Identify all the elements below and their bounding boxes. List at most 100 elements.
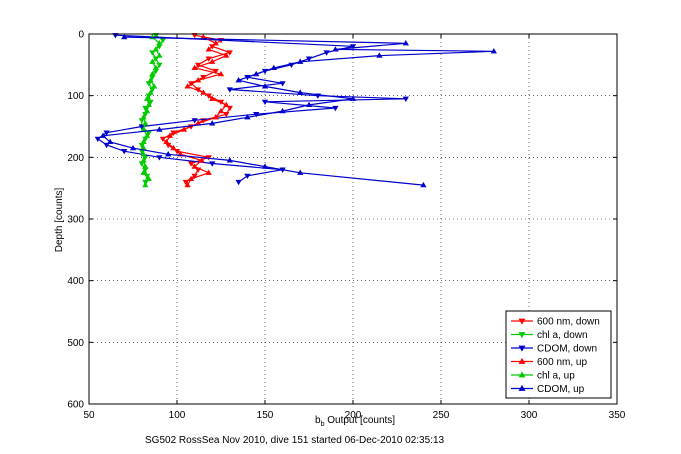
data-point <box>223 52 230 58</box>
data-point <box>420 181 427 188</box>
y-tick-label: 400 <box>67 276 84 287</box>
data-point <box>261 83 269 89</box>
data-point <box>165 151 172 157</box>
data-point <box>305 101 313 108</box>
data-point <box>191 33 198 39</box>
data-point <box>226 50 233 56</box>
data-point <box>191 118 198 124</box>
data-point <box>349 95 357 101</box>
legend-marker <box>518 332 526 339</box>
legend: 600 nm, down chl a, down CDOM, down 600 nm,… <box>505 310 612 399</box>
data-point <box>140 151 147 157</box>
data-point <box>184 181 191 188</box>
footer-caption: SG502 RossSea Nov 2010, dive 151 started… <box>145 435 445 446</box>
legend-marker <box>518 345 526 352</box>
data-point <box>138 124 145 130</box>
data-point <box>140 169 147 175</box>
data-point <box>200 75 207 81</box>
data-point <box>152 33 160 39</box>
data-point <box>180 126 188 132</box>
y-axis-label: Depth [counts] <box>54 188 65 253</box>
x-ticks: 50 100 150 200 250 300 350 <box>83 34 626 421</box>
data-point <box>332 46 339 52</box>
legend-marker <box>518 384 526 391</box>
data-point <box>112 33 119 39</box>
data-point <box>297 89 304 95</box>
data-point <box>145 101 152 108</box>
plot-area <box>94 33 497 188</box>
data-point <box>402 40 409 46</box>
data-point <box>209 58 216 64</box>
data-point <box>194 77 202 83</box>
data-point <box>166 132 174 138</box>
data-point <box>184 83 191 89</box>
data-point <box>103 130 110 136</box>
data-point <box>332 105 339 112</box>
data-point <box>143 107 151 114</box>
x-tick-label: 100 <box>169 410 186 421</box>
data-point <box>212 40 219 46</box>
data-point <box>209 95 216 101</box>
data-point <box>279 107 286 114</box>
data-point <box>140 114 147 120</box>
data-point <box>200 89 207 95</box>
data-point <box>182 179 189 186</box>
data-point <box>140 157 147 163</box>
data-point <box>121 33 128 40</box>
data-point <box>142 181 149 188</box>
data-point <box>253 112 260 118</box>
data-point <box>143 95 151 101</box>
data-point <box>129 144 137 151</box>
x-tick-label: 350 <box>609 410 626 421</box>
data-point <box>212 114 219 120</box>
data-point <box>163 138 170 145</box>
legend-label: CDOM, up <box>537 384 585 395</box>
data-point <box>223 101 230 108</box>
data-point <box>94 136 101 143</box>
series-5 <box>99 33 497 188</box>
data-point <box>149 58 156 64</box>
data-point <box>261 163 269 169</box>
data-point <box>156 40 163 46</box>
x-axis-label-subscript: b <box>321 421 325 428</box>
data-point <box>156 155 163 161</box>
y-tick-label: 200 <box>67 153 84 164</box>
legend-label: 600 nm, up <box>537 357 587 368</box>
y-tick-label: 500 <box>67 338 84 349</box>
data-point <box>217 70 225 77</box>
data-point <box>323 50 330 56</box>
legend-label: chl a, down <box>537 330 588 341</box>
data-point <box>145 175 152 182</box>
data-point <box>402 96 409 102</box>
data-point <box>205 169 212 175</box>
data-point <box>147 99 154 106</box>
x-tick-label: 150 <box>257 410 274 421</box>
x-axis-label-main: b <box>315 415 321 426</box>
y-tick-label: 600 <box>67 400 84 411</box>
data-point <box>217 107 225 114</box>
data-point <box>223 112 230 118</box>
legend-label: 600 nm, down <box>537 317 600 328</box>
data-point <box>198 157 205 163</box>
data-point <box>349 44 357 50</box>
data-point <box>226 157 233 163</box>
data-point <box>191 64 198 71</box>
data-point <box>99 132 107 138</box>
data-point <box>121 149 128 155</box>
data-point <box>156 52 163 58</box>
x-tick-label: 300 <box>521 410 538 421</box>
legend-marker <box>518 318 526 325</box>
y-tick-label: 0 <box>78 30 84 41</box>
data-point <box>209 120 216 126</box>
legend-label: chl a, up <box>537 371 575 382</box>
x-axis-label: bb Output [counts] <box>315 415 395 428</box>
series-0 <box>159 33 233 186</box>
data-point <box>235 179 242 186</box>
data-point <box>187 175 195 182</box>
data-point <box>261 99 269 106</box>
data-point <box>279 81 286 87</box>
data-point <box>253 70 260 77</box>
data-point <box>152 64 160 71</box>
data-point <box>150 83 158 89</box>
